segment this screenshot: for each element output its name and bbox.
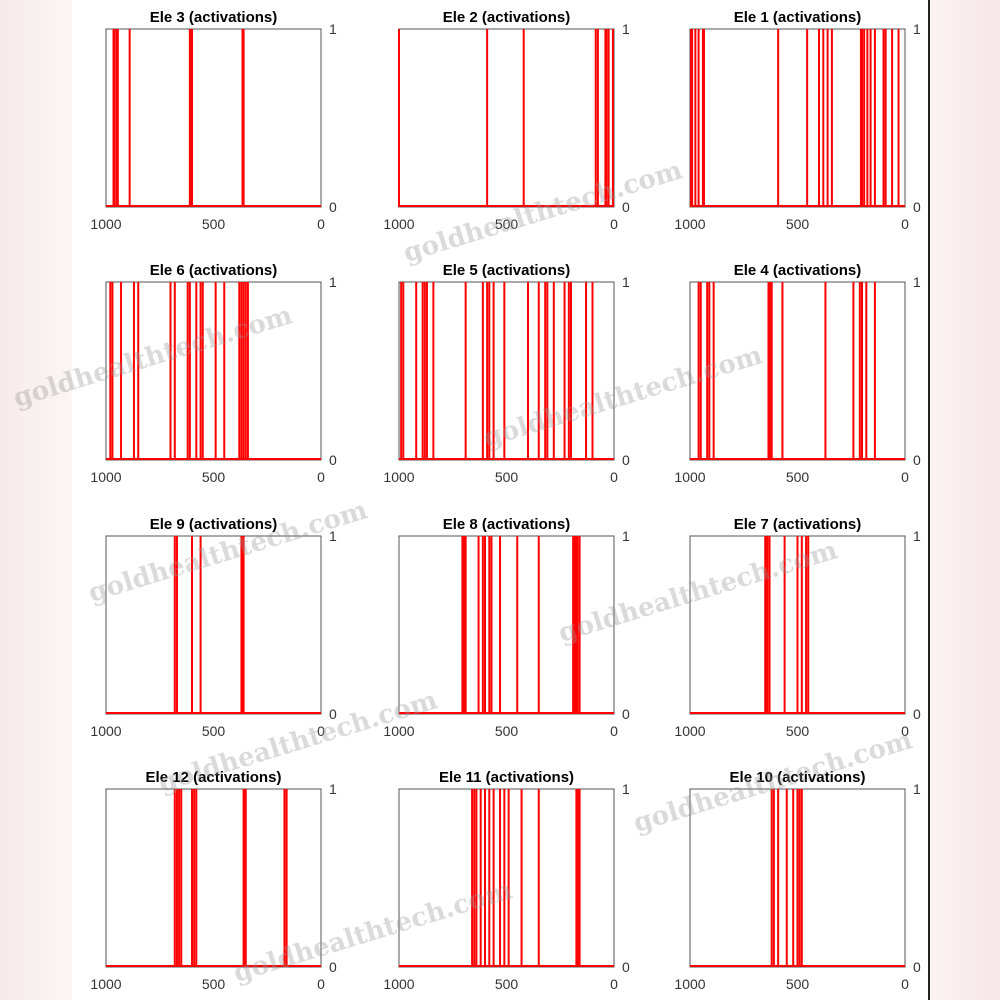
- y-tick-label: 1: [329, 274, 337, 290]
- activation-subplot: Ele 1 (activations) 0 500 1000 0 1: [674, 9, 921, 232]
- activation-subplot: Ele 3 (activations) 0 500 1000 0 1: [90, 9, 337, 232]
- plot-frame: [105, 28, 322, 208]
- subplot-title: Ele 5 (activations): [443, 262, 571, 279]
- y-tick-label: 1: [329, 21, 337, 37]
- activation-subplot: Ele 10 (activations) 0 500 1000 0 1: [674, 769, 921, 992]
- x-tick-label: 1000: [383, 469, 414, 485]
- x-tick-label: 500: [202, 723, 226, 739]
- plot-frame: [105, 281, 322, 461]
- x-tick-label: 0: [901, 469, 909, 485]
- y-tick-label: 1: [329, 528, 337, 544]
- y-tick-label: 0: [913, 199, 921, 215]
- x-tick-label: 0: [610, 976, 618, 992]
- y-tick-label: 1: [913, 274, 921, 290]
- subplot-title: Ele 3 (activations): [150, 9, 278, 26]
- y-tick-label: 1: [622, 528, 630, 544]
- x-tick-label: 500: [202, 469, 226, 485]
- subplot-title: Ele 11 (activations): [439, 769, 574, 786]
- activation-subplot: Ele 4 (activations) 0 500 1000 0 1: [674, 262, 921, 485]
- x-tick-label: 0: [317, 723, 325, 739]
- x-tick-label: 500: [786, 723, 810, 739]
- y-tick-label: 1: [913, 528, 921, 544]
- x-tick-label: 0: [901, 976, 909, 992]
- subplot-title: Ele 7 (activations): [734, 516, 862, 533]
- x-tick-label: 500: [786, 216, 810, 232]
- x-tick-label: 1000: [90, 469, 121, 485]
- activation-subplot: Ele 2 (activations) 0 500 1000 0 1: [383, 9, 630, 232]
- activation-subplot: Ele 5 (activations) 0 500 1000 0 1: [383, 262, 630, 485]
- subplot-title: Ele 4 (activations): [734, 262, 862, 279]
- x-tick-label: 0: [317, 469, 325, 485]
- y-tick-label: 0: [329, 199, 337, 215]
- activation-subplot: Ele 11 (activations) 0 500 1000 0 1: [383, 769, 630, 992]
- plot-frame: [689, 28, 906, 208]
- x-tick-label: 500: [495, 723, 519, 739]
- subplot-title: Ele 2 (activations): [443, 9, 571, 26]
- x-tick-label: 1000: [674, 976, 705, 992]
- subplot-title: Ele 10 (activations): [730, 769, 866, 786]
- subplot-title: Ele 9 (activations): [150, 516, 278, 533]
- y-tick-label: 0: [622, 959, 630, 975]
- x-tick-label: 1000: [674, 723, 705, 739]
- y-tick-label: 0: [622, 452, 630, 468]
- y-tick-label: 0: [913, 452, 921, 468]
- y-tick-label: 1: [622, 21, 630, 37]
- x-tick-label: 0: [901, 723, 909, 739]
- x-tick-label: 500: [786, 469, 810, 485]
- y-tick-label: 0: [913, 959, 921, 975]
- x-tick-label: 1000: [90, 723, 121, 739]
- x-tick-label: 0: [317, 976, 325, 992]
- x-tick-label: 1000: [90, 976, 121, 992]
- plot-frame: [105, 788, 322, 968]
- y-tick-label: 0: [329, 452, 337, 468]
- x-tick-label: 0: [610, 723, 618, 739]
- subplot-title: Ele 8 (activations): [443, 516, 571, 533]
- y-tick-label: 1: [913, 21, 921, 37]
- y-tick-label: 0: [622, 706, 630, 722]
- subplot-title: Ele 1 (activations): [734, 9, 862, 26]
- activation-subplot: Ele 6 (activations) 0 500 1000 0 1: [90, 262, 337, 485]
- x-tick-label: 500: [202, 216, 226, 232]
- y-tick-label: 1: [329, 781, 337, 797]
- x-tick-label: 1000: [674, 469, 705, 485]
- x-tick-label: 500: [495, 976, 519, 992]
- y-tick-label: 1: [913, 781, 921, 797]
- subplot-title: Ele 6 (activations): [150, 262, 278, 279]
- subplot-title: Ele 12 (activations): [146, 769, 282, 786]
- x-tick-label: 0: [901, 216, 909, 232]
- plot-frame: [689, 281, 906, 461]
- y-tick-label: 0: [622, 199, 630, 215]
- y-tick-label: 0: [913, 706, 921, 722]
- y-tick-label: 0: [329, 959, 337, 975]
- x-tick-label: 500: [495, 469, 519, 485]
- plot-frame: [398, 788, 615, 968]
- x-tick-label: 0: [317, 216, 325, 232]
- x-tick-label: 1000: [674, 216, 705, 232]
- x-tick-label: 1000: [383, 216, 414, 232]
- x-tick-label: 0: [610, 469, 618, 485]
- x-tick-label: 0: [610, 216, 618, 232]
- activation-subplot: Ele 12 (activations) 0 500 1000 0 1: [90, 769, 337, 992]
- plot-frame: [398, 535, 615, 715]
- y-tick-label: 1: [622, 781, 630, 797]
- x-tick-label: 500: [495, 216, 519, 232]
- plot-frame: [398, 28, 615, 208]
- x-tick-label: 1000: [383, 976, 414, 992]
- right-margin-strip: [928, 0, 1000, 1000]
- plot-frame: [398, 281, 615, 461]
- y-tick-label: 1: [622, 274, 630, 290]
- x-tick-label: 500: [202, 976, 226, 992]
- plot-frame: [105, 535, 322, 715]
- x-tick-label: 1000: [383, 723, 414, 739]
- x-tick-label: 1000: [90, 216, 121, 232]
- activation-subplot: Ele 8 (activations) 0 500 1000 0 1: [383, 516, 630, 739]
- y-tick-label: 0: [329, 706, 337, 722]
- x-tick-label: 500: [786, 976, 810, 992]
- activation-subplot: Ele 9 (activations) 0 500 1000 0 1: [90, 516, 337, 739]
- left-margin-strip: [0, 0, 72, 1000]
- activation-subplot: Ele 7 (activations) 0 500 1000 0 1: [674, 516, 921, 739]
